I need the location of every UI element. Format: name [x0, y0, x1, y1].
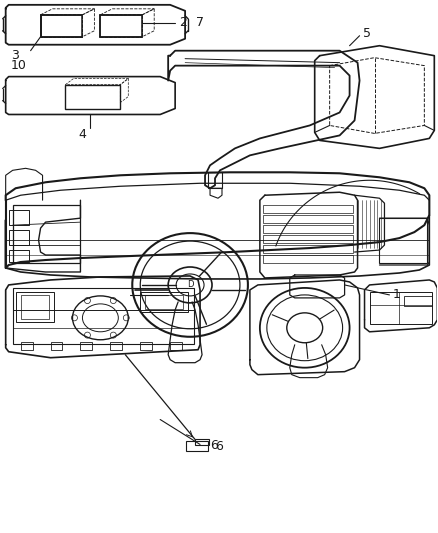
Text: 7: 7 — [196, 17, 204, 29]
Bar — [100, 15, 142, 37]
Bar — [66, 85, 120, 109]
Text: 4: 4 — [78, 128, 86, 141]
Bar — [13, 205, 81, 263]
Text: 3: 3 — [11, 49, 18, 62]
Bar — [140, 292, 188, 312]
Text: 2: 2 — [179, 17, 187, 29]
Bar — [9, 210, 28, 225]
Text: 6: 6 — [210, 439, 218, 452]
Bar — [263, 245, 353, 253]
Bar — [9, 230, 28, 245]
Bar — [404, 296, 432, 306]
Text: 1: 1 — [392, 288, 400, 301]
Bar — [13, 288, 194, 344]
Bar — [379, 218, 427, 263]
Bar — [50, 342, 63, 350]
Bar — [81, 342, 92, 350]
Bar — [21, 295, 49, 319]
Bar — [208, 172, 222, 188]
Bar — [9, 250, 28, 262]
Bar — [16, 292, 53, 322]
Text: 5: 5 — [363, 27, 371, 40]
Text: 10: 10 — [11, 59, 27, 72]
Bar — [186, 441, 208, 451]
Bar — [21, 342, 32, 350]
Bar — [145, 295, 183, 309]
Bar — [263, 255, 353, 263]
Bar — [41, 15, 82, 37]
Text: D: D — [187, 280, 193, 289]
Text: 6: 6 — [215, 440, 223, 453]
Bar — [140, 342, 152, 350]
Bar — [370, 292, 432, 324]
Bar — [195, 439, 209, 446]
Bar — [110, 342, 122, 350]
Bar — [263, 225, 353, 233]
Bar — [263, 215, 353, 223]
Bar — [170, 342, 182, 350]
Bar — [263, 235, 353, 243]
Bar — [263, 205, 353, 213]
